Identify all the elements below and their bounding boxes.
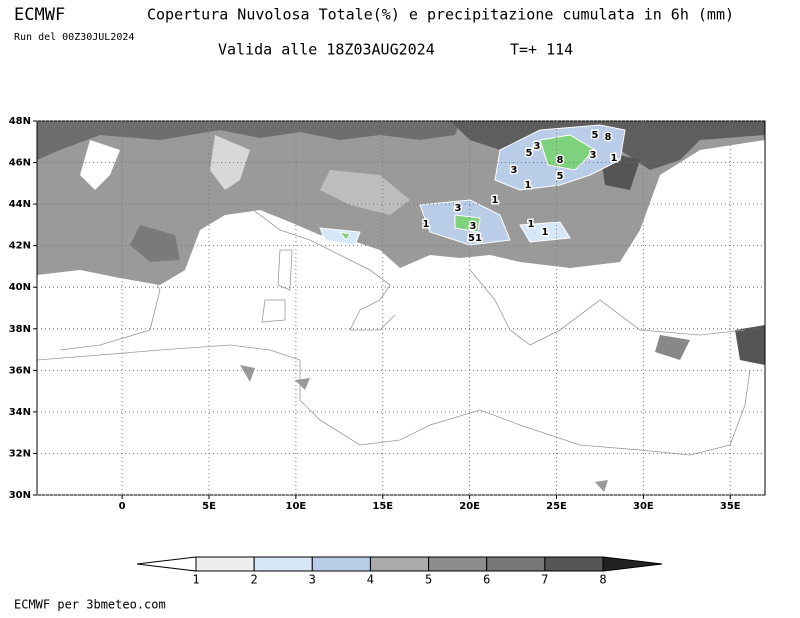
y-tick-label: 30N [9,490,31,501]
contour-label: 3 [511,165,518,176]
x-tick-label: 15E [372,501,393,512]
contour-label: 1 [611,153,618,164]
contour-label: 3 [470,221,477,232]
y-tick-label: 32N [9,448,31,459]
contour-label: 5 [592,130,599,141]
contour-label: 5 [526,148,533,159]
colorbar-label: 4 [367,573,374,587]
colorbar-label: 3 [309,573,316,587]
contour-label: 3 [534,141,541,152]
valid: Valida alle 18Z03AUG2024 [218,41,435,59]
contour-label: 1 [542,227,549,238]
contour-label: 8 [557,155,564,166]
contour-label: 1 [423,219,430,230]
x-tick-label: 35E [720,501,741,512]
precipitation [319,124,626,246]
colorbar-label: 5 [425,573,432,587]
colorbar-segment [195,556,255,572]
x-tick-label: 5E [202,501,216,512]
colorbar-label: 1 [192,573,199,587]
contour-label: 3 [590,150,597,161]
contour-label: 51 [468,233,482,244]
contour-label: 1 [528,219,535,230]
lead-time: T=+ 114 [510,41,573,59]
colorbar-label: 6 [483,573,490,587]
map-area [36,120,766,496]
source: ECMWF [14,5,65,25]
title: Copertura Nuvolosa Totale(%) e precipita… [147,6,734,24]
y-tick-label: 48N [9,116,31,127]
contour-label: 5 [557,171,564,182]
x-tick-label: 30E [633,501,654,512]
contour-label: 3 [455,203,462,214]
run: Run del 00Z30JUL2024 [14,32,134,43]
coastlines [36,199,751,456]
x-tick-label: 25E [546,501,567,512]
colorbar-segment [311,556,371,572]
y-tick-label: 42N [9,241,31,252]
contour-label: 1 [492,195,499,206]
y-tick-label: 40N [9,282,31,293]
colorbar-label: 7 [541,573,548,587]
footer: ECMWF per 3bmeteo.com [14,598,166,612]
colorbar-segment [428,556,488,572]
x-tick-label: 20E [459,501,480,512]
contour-label: 8 [605,132,612,143]
contour-label: 1 [525,180,532,191]
y-tick-label: 44N [9,199,31,210]
y-tick-label: 38N [9,324,31,335]
y-tick-label: 36N [9,365,31,376]
x-tick-label: 0 [119,501,126,512]
colorbar-segment [486,556,546,572]
colorbar-under [136,556,197,572]
colorbar-segment [369,556,430,572]
y-tick-label: 34N [9,407,31,418]
colorbar-segment [544,556,604,572]
x-tick-label: 10E [286,501,307,512]
colorbar-label: 2 [251,573,258,587]
y-tick-label: 46N [9,158,31,169]
colorbar-segment [253,556,313,572]
colorbar-over [602,556,663,572]
colorbar-label: 8 [599,573,606,587]
